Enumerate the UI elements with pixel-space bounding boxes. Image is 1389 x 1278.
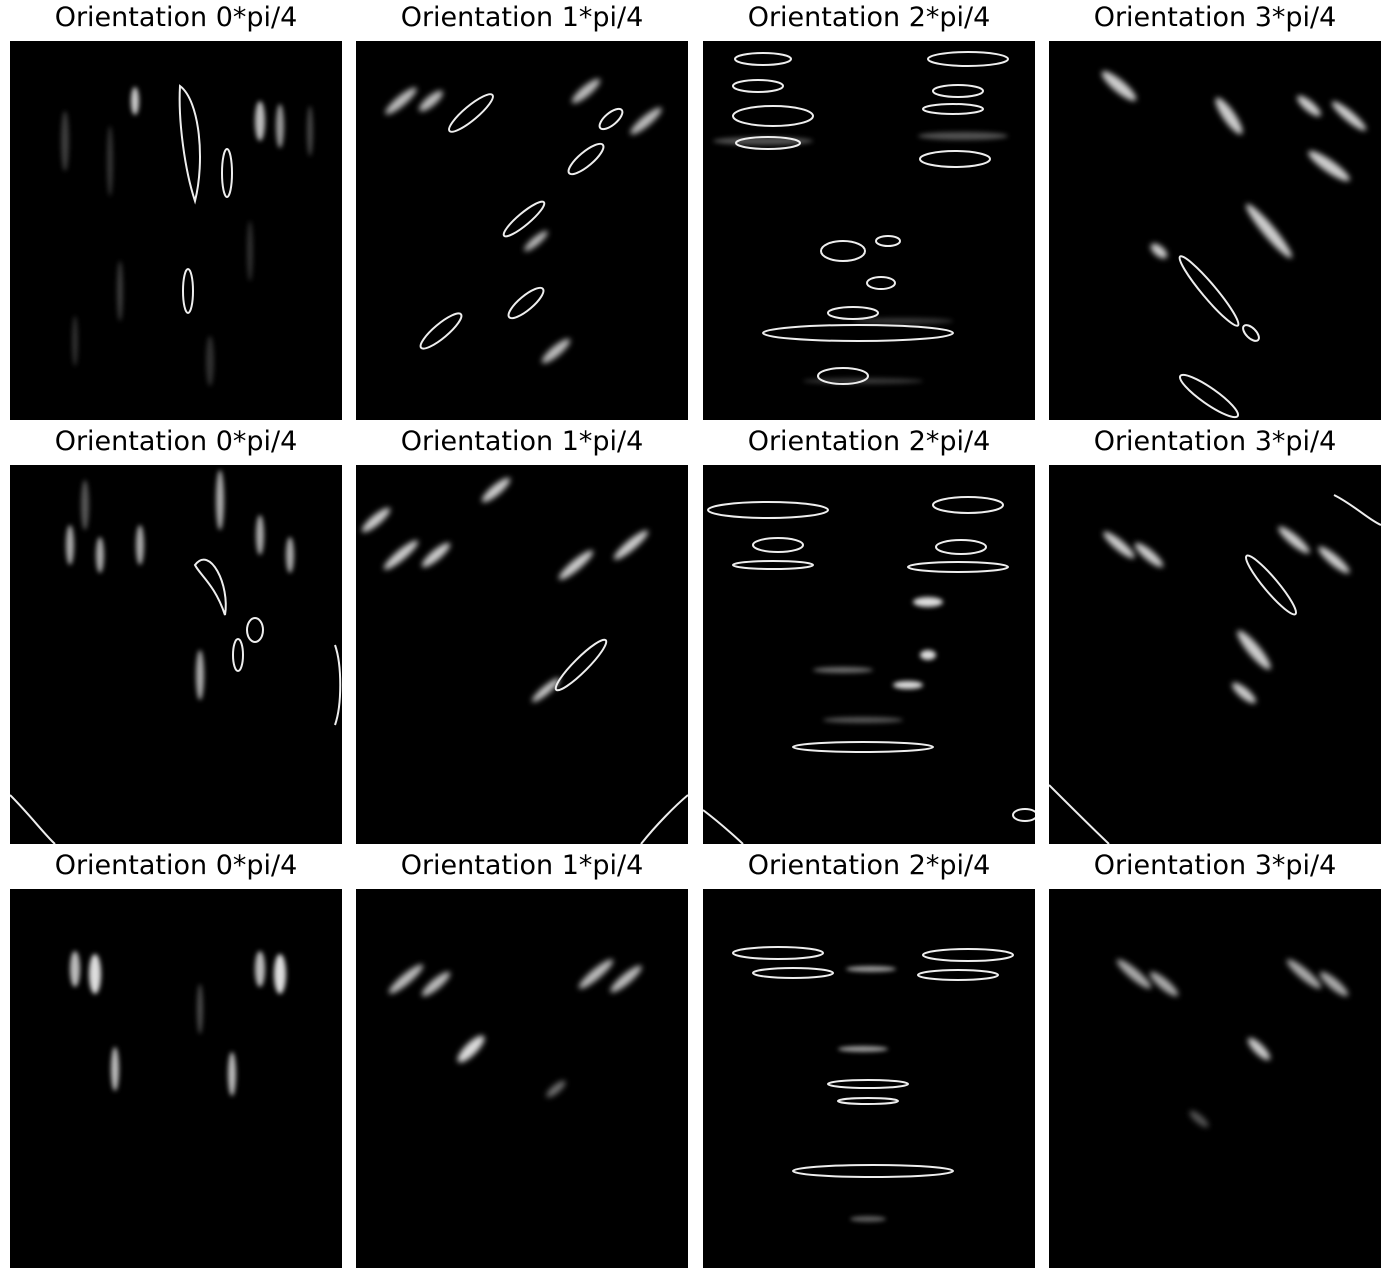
gabor-response-image [356,41,688,420]
panel-title: Orientation 2*pi/4 [703,424,1035,460]
gabor-response-image [10,41,342,420]
panel-title: Orientation 1*pi/4 [356,424,688,460]
gabor-response-image [703,465,1035,844]
panel-title: Orientation 2*pi/4 [703,0,1035,36]
gabor-response-image [1049,465,1381,844]
gabor-response-image [1049,889,1381,1268]
gabor-response-image [703,41,1035,420]
panel-title: Orientation 2*pi/4 [703,848,1035,884]
panel-title: Orientation 0*pi/4 [10,0,342,36]
gabor-response-image [703,889,1035,1268]
panel-title: Orientation 3*pi/4 [1049,848,1381,884]
gabor-response-image [356,465,688,844]
gabor-response-image [356,889,688,1268]
panel-title: Orientation 0*pi/4 [10,424,342,460]
panel-title: Orientation 3*pi/4 [1049,424,1381,460]
gabor-response-image [10,465,342,844]
gabor-response-image [1049,41,1381,420]
panel-title: Orientation 3*pi/4 [1049,0,1381,36]
panel-title: Orientation 0*pi/4 [10,848,342,884]
gabor-response-image [10,889,342,1268]
panel-title: Orientation 1*pi/4 [356,848,688,884]
panel-title: Orientation 1*pi/4 [356,0,688,36]
